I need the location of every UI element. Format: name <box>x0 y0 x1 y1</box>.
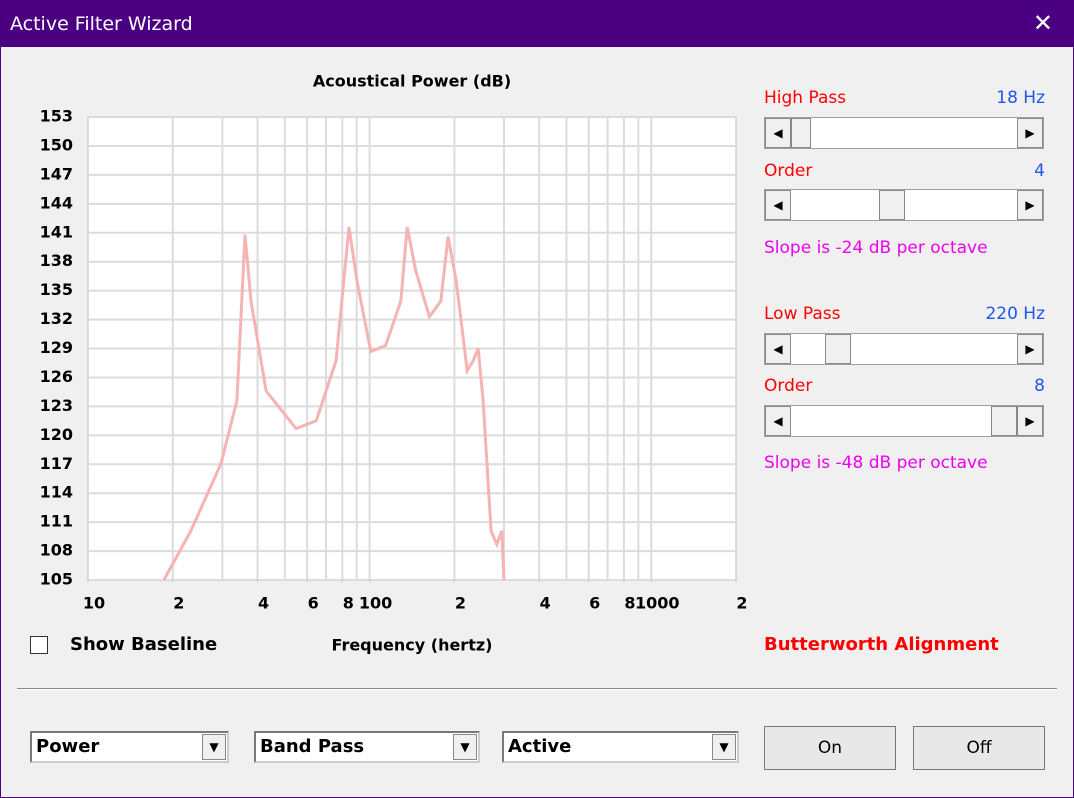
close-button[interactable]: ✕ <box>1032 9 1053 37</box>
x-tick-label: 8 <box>343 594 354 613</box>
y-tick-label: 132 <box>40 309 73 328</box>
chart: Acoustical Power (dB) Frequency (hertz) … <box>40 72 748 655</box>
y-tick-label: 126 <box>40 367 73 386</box>
y-tick-label: 135 <box>40 280 73 299</box>
y-tick-label: 153 <box>40 107 73 126</box>
x-axis-label: Frequency (hertz) <box>332 636 493 655</box>
hp-slope: Slope is -24 dB per octave <box>764 238 988 258</box>
separator <box>17 688 1057 690</box>
low-pass-value: 220 Hz <box>985 304 1045 324</box>
on-button[interactable]: On <box>764 726 896 770</box>
y-tick-label: 120 <box>40 425 73 444</box>
x-tick-label: 4 <box>540 594 551 613</box>
response-curve <box>162 226 506 581</box>
y-tick-label: 147 <box>40 164 73 183</box>
y-tick-label: 114 <box>40 483 73 502</box>
hp-order-label: Order <box>764 161 813 181</box>
high-pass-label: High Pass <box>764 88 847 108</box>
lp-order-label: Order <box>764 376 813 396</box>
y-tick-label: 129 <box>40 338 73 357</box>
y-tick-label: 117 <box>40 454 73 473</box>
show-baseline-label[interactable]: Show Baseline <box>70 634 218 655</box>
off-button[interactable]: Off <box>913 726 1045 770</box>
lp-order-value: 8 <box>1034 376 1045 396</box>
x-tick-label: 6 <box>308 594 319 613</box>
title-bar: Active Filter Wizard ✕ <box>1 1 1073 47</box>
y-tick-label: 111 <box>40 512 73 531</box>
dropdown-text: Band Pass <box>260 736 365 757</box>
chart-title: Acoustical Power (dB) <box>313 72 511 91</box>
x-tick-label: 10 <box>83 594 105 613</box>
grid <box>88 116 736 581</box>
dropdown[interactable]: Active ▼ <box>502 731 739 763</box>
hp-order-slider[interactable]: ◀ ▶ <box>764 189 1044 221</box>
hp-order-value: 4 <box>1034 161 1045 181</box>
y-tick-label: 108 <box>40 541 73 560</box>
x-tick-label: 6 <box>589 594 600 613</box>
low-pass-label: Low Pass <box>764 304 841 324</box>
y-tick-label: 105 <box>40 570 73 589</box>
alignment: Butterworth Alignment <box>764 634 999 655</box>
high-pass-slider[interactable]: ◀ ▶ <box>764 117 1044 149</box>
dropdown[interactable]: Power ▼ <box>30 731 229 763</box>
x-tick-label: 8 <box>624 594 635 613</box>
window-title: Active Filter Wizard <box>10 13 193 35</box>
y-tick-label: 123 <box>40 396 73 415</box>
dropdown-text: Active <box>508 736 572 757</box>
y-tick-label: 141 <box>40 222 73 241</box>
x-tick-label: 4 <box>258 594 269 613</box>
x-tick-label: 2 <box>173 594 184 613</box>
y-tick-label: 150 <box>40 135 73 154</box>
x-tick-label: 100 <box>359 594 392 613</box>
high-pass-value: 18 Hz <box>996 88 1045 108</box>
y-tick-label: 138 <box>40 251 73 270</box>
x-tick-label: 1000 <box>635 594 680 613</box>
dropdown-text: Power <box>36 736 100 757</box>
y-tick-label: 144 <box>40 193 73 212</box>
baseline-checkbox[interactable] <box>30 636 48 654</box>
dropdown[interactable]: Band Pass ▼ <box>254 731 480 763</box>
x-tick-label: 2 <box>455 594 466 613</box>
lp-order-slider[interactable]: ◀ ▶ <box>764 405 1044 437</box>
low-pass-slider[interactable]: ◀ ▶ <box>764 333 1044 365</box>
lp-slope: Slope is -48 dB per octave <box>764 453 988 473</box>
x-tick-label: 2 <box>736 594 747 613</box>
